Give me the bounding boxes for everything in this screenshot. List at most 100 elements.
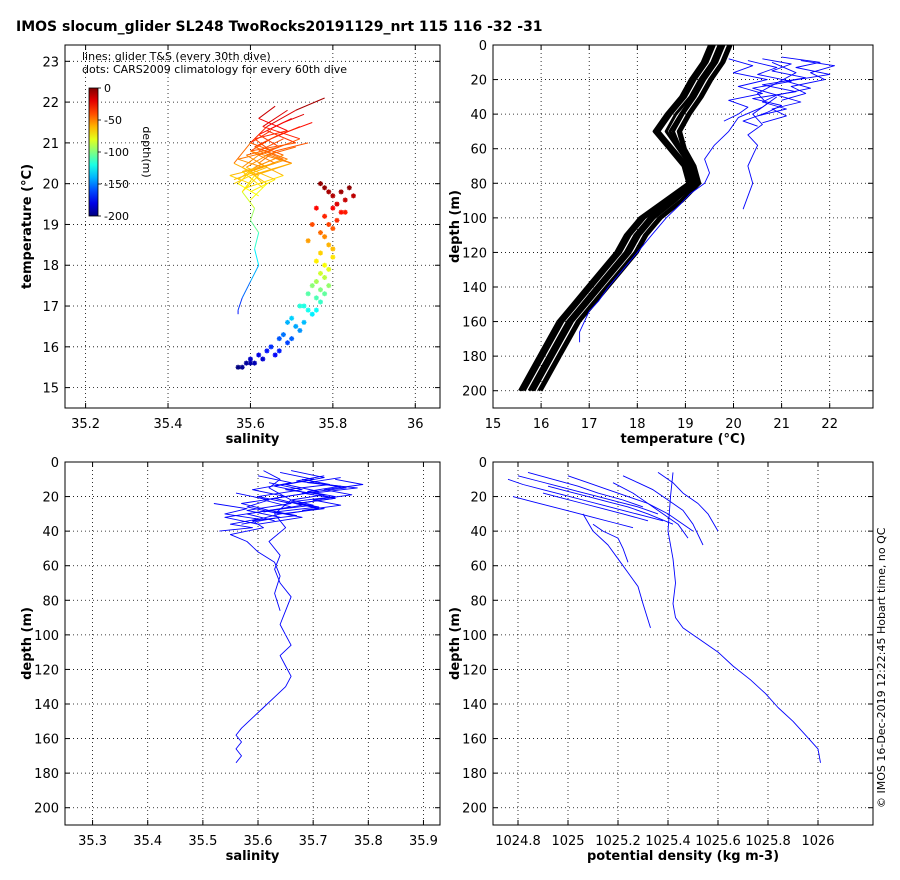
climatology-dot [309,283,315,289]
glider-temperature-profile [723,58,768,122]
y-tick-label: 100 [462,629,487,644]
climatology-dot [322,185,328,191]
glider-ts-segment [229,175,251,185]
glider-salinity-profile [302,478,364,511]
climatology-dot [309,311,315,317]
glider-ts-segment [254,248,260,266]
glider-density-profile [582,513,651,629]
x-tick-label: 35.6 [244,834,273,849]
colorbar-label: depth(m) [140,126,153,177]
glider-salinity-profile [224,475,292,525]
climatology-dot [276,348,282,354]
glider-ts-segment [295,97,325,111]
climatology-temperature-profile [530,45,723,392]
axes-background [65,45,440,408]
ts-annotation: lines: glider T&S (every 30th dive) [82,50,271,63]
axes-frame [492,461,874,826]
density-depth-plot-area [507,471,821,763]
glider-temperature-profile [579,96,778,343]
glider-ts-segment [266,130,296,144]
climatology-temperature-profile [537,45,731,392]
colorbar-tick-label: -150 [104,178,129,191]
y-tick-label: 80 [42,594,59,609]
glider-ts-segment [250,158,288,172]
glider-ts-segment [266,146,296,156]
y-tick-label: 200 [34,802,59,817]
salinity-depth-plot-area [213,470,364,764]
x-tick-label: 35.6 [236,417,265,432]
y-tick-label: 0 [479,456,487,471]
y-tick-label: 60 [470,560,487,575]
glider-ts-segment [233,175,251,185]
glider-salinity-profile [213,503,259,532]
climatology-dot [247,356,253,362]
glider-ts-segment [246,146,280,156]
glider-temperature-profile [742,61,797,210]
x-tick-label: 1025.4 [645,834,691,849]
glider-density-profile [622,475,704,546]
glider-density-profile [667,472,821,763]
x-axis-label: salinity [226,432,280,447]
colorbar-tick-label: -50 [104,114,122,127]
y-tick-label: 20 [470,74,487,89]
ts-diagram-panel: 35.2 35.4 35.6 35.8 36 15 16 17 18 19 20 21 22 23 sali… [20,44,441,447]
glider-ts-segment [254,232,260,250]
x-tick-label: 1025 [551,834,584,849]
x-tick-label: 35.4 [133,834,162,849]
y-tick-label: 160 [462,316,487,331]
y-tick-label: 40 [470,525,487,540]
y-tick-label: 100 [34,629,59,644]
glider-salinity-profile [263,470,325,513]
glider-ts-segment [262,126,301,140]
x-tick-label: 35.3 [78,834,107,849]
climatology-dot [239,364,245,370]
climatology-dot [301,319,307,325]
x-tick-label: 36 [407,417,424,432]
glider-ts-segment [237,171,251,185]
figure-title: IMOS slocum_glider SL248 TwoRocks2019112… [16,19,543,35]
climatology-dot [317,181,323,187]
climatology-dot [247,360,253,366]
y-tick-label: 40 [470,108,487,123]
glider-ts-segment [241,154,259,168]
climatology-dot [322,291,328,297]
glider-ts-segment [254,134,280,148]
glider-ts-segment [249,207,256,221]
climatology-dot [350,193,356,199]
y-tick-label: 15 [42,382,59,397]
climatology-dot [342,209,348,215]
climatology-dot [285,340,291,346]
x-tick-label: 1024.8 [495,834,541,849]
glider-ts-segment [233,142,251,164]
glider-density-profile [542,492,649,522]
glider-ts-segment [241,175,255,193]
temperature-depth-panel: 15 16 17 18 19 20 21 22 0 20 40 60 80 100 120 140 160 180… [448,39,874,447]
glider-ts-segment [254,154,284,168]
climatology-dot [322,262,328,268]
glider-temperature-profile [747,60,792,117]
glider-density-profile [567,475,694,532]
climatology-dot [297,303,303,309]
climatology-dot [305,307,311,313]
climatology-dot [256,352,262,358]
glider-density-profile [507,478,664,522]
y-tick-label: 80 [470,177,487,192]
glider-salinity-profile [229,492,281,611]
climatology-dot [334,201,340,207]
glider-ts-segment [258,138,301,156]
climatology-dot [313,258,319,264]
y-tick-label: 21 [42,137,59,152]
climatology-dot [309,221,315,227]
glider-density-profile [547,485,674,525]
climatology-dot [322,213,328,219]
glider-ts-segment [246,154,268,168]
climatology-dot [301,303,307,309]
glider-ts-segment [249,265,260,282]
climatology-dot [317,250,323,256]
climatology-dot [317,270,323,276]
ts-plot-area [229,97,356,370]
climatology-dot [346,185,352,191]
y-tick-label: 160 [462,733,487,748]
y-tick-label: 0 [479,39,487,54]
climatology-dot [317,230,323,236]
